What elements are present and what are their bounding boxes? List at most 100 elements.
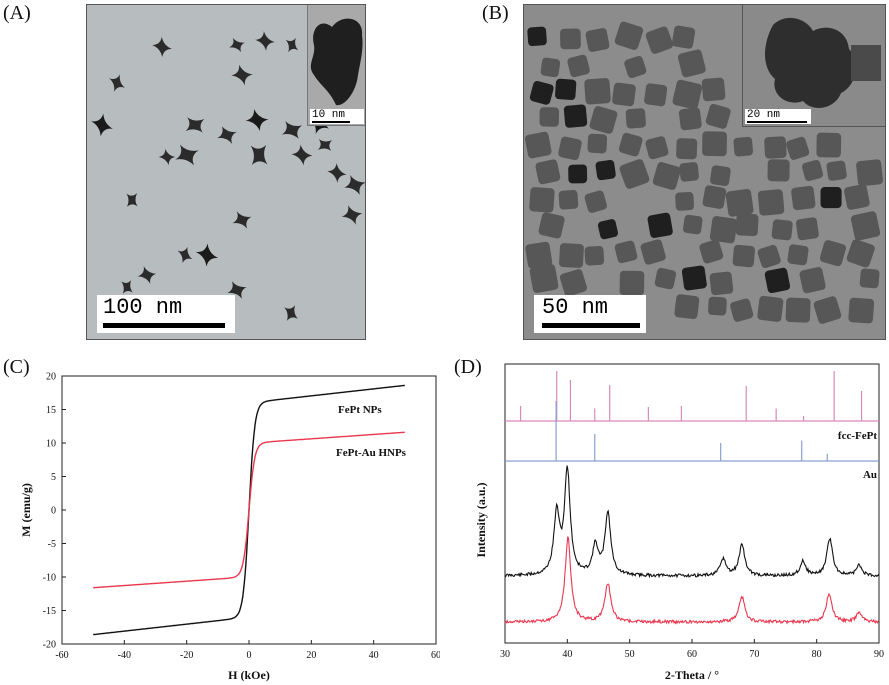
nanoparticle-b [802, 160, 824, 182]
nanoparticle-b [848, 297, 875, 324]
chart-c-ytick-label: 15 [46, 405, 56, 416]
nanoparticle-b [538, 212, 565, 239]
nanoparticle-b [559, 269, 588, 297]
tem-image-b: 20 nm 50 nm [523, 4, 886, 340]
nanoparticle-b [733, 136, 754, 157]
nanoparticle-b [846, 239, 875, 268]
nanoparticle-b [791, 185, 816, 211]
scale-bar-b-label: 50 nm [542, 295, 609, 320]
nanoparticle-b [558, 189, 579, 210]
nanoparticle-b [654, 267, 677, 290]
chart-d-xlabel: 2-Theta / ° [665, 668, 719, 682]
nanoparticle-a [137, 266, 157, 284]
chart-d-ref-fept-label: fcc-FePt [838, 430, 877, 442]
nanoparticle-b [679, 162, 699, 182]
scale-bar-b-line [542, 323, 640, 328]
nanoparticle-a [177, 246, 193, 264]
nanoparticle-b [764, 267, 791, 294]
nanoparticle-a [185, 117, 205, 133]
nanoparticle-b [785, 297, 811, 323]
nanoparticle-a [126, 193, 138, 207]
panel-b-label: (B) [482, 2, 509, 24]
chart-c-series-line-1 [93, 431, 405, 589]
nanoparticle-b [568, 164, 588, 184]
nanoparticle-b [699, 239, 724, 264]
nanoparticle-a [227, 281, 247, 299]
nanoparticle-a [285, 37, 299, 53]
chart-d-frame [504, 363, 880, 644]
chart-d-xtick-label: 70 [749, 649, 759, 660]
nanoparticle-b [560, 28, 581, 50]
chart-c-xtick-label: 60 [431, 650, 440, 661]
inset-a-scale-bar: 10 nm [310, 109, 364, 124]
nanoparticle-a [152, 36, 172, 58]
nanoparticle-b [771, 219, 793, 241]
nanoparticle-b [787, 244, 809, 266]
nanoparticle-b [732, 244, 755, 268]
nanoparticle-b [675, 191, 694, 211]
nanoparticle-b [529, 80, 554, 105]
inset-a-scale-line [312, 121, 350, 123]
nanoparticle-b [676, 138, 698, 160]
nanoparticle-b [786, 136, 810, 160]
nanoparticle-a [175, 144, 199, 166]
nanoparticle-b [535, 159, 561, 185]
nanoparticle-b [559, 243, 584, 268]
scale-bar-a: 100 nm [97, 295, 235, 333]
magnetization-chart: -60 -40 -20 0 20 40 60 20 15 10 5 0 -5 -10 -15 -20 FePt… [19, 372, 440, 683]
chart-d-ref-au-label: Au [863, 469, 877, 481]
nanoparticle-b [683, 214, 703, 235]
nanoparticle-b [645, 26, 674, 54]
nanoparticle-b [702, 131, 727, 157]
nanoparticle-b [539, 107, 560, 127]
xrd-chart: 30 40 50 60 70 80 90 fcc-FePt Au 2-Theta / ° I… [474, 363, 884, 682]
chart-c-ytick-label: -10 [43, 573, 56, 584]
nanoparticle-b [624, 55, 647, 79]
panel-c-label: (C) [3, 356, 30, 378]
nanoparticle-b [813, 296, 842, 324]
nanoparticle-a [341, 205, 363, 225]
scale-bar-b: 50 nm [534, 295, 646, 333]
chart-c-xtick-label: 20 [306, 650, 316, 661]
nanoparticle-b [614, 240, 638, 264]
nanoparticle-b [614, 21, 644, 50]
nanoparticle-a [291, 144, 313, 166]
nanoparticle-a [229, 37, 245, 53]
nanoparticle-b [589, 106, 618, 134]
chart-c-xlabel: H (kOe) [228, 668, 270, 682]
nanoparticle-b [619, 270, 645, 296]
nanoparticle-b [735, 213, 759, 237]
nanoparticle-b [820, 187, 842, 209]
inset-b-scale-label: 20 nm [747, 109, 781, 121]
nanoparticle-b [525, 241, 553, 269]
nanoparticle-b [625, 108, 646, 129]
nanoparticle-a [250, 144, 268, 166]
inset-a-scale-label: 10 nm [312, 109, 346, 121]
inset-a: 10 nm [307, 5, 365, 126]
chart-c-xtick-label: -60 [55, 650, 68, 661]
chart-d-xtick-label: 90 [874, 649, 884, 660]
nanoparticle-b [585, 28, 610, 52]
nanoparticle-b [764, 136, 787, 159]
nanoparticle-b [672, 25, 696, 49]
nanoparticle-a [327, 163, 347, 183]
chart-c-xtick-label: 0 [247, 650, 252, 661]
panel-a-label: (A) [3, 2, 31, 24]
nanoparticle-b [816, 132, 842, 158]
nanoparticle-b [619, 159, 650, 189]
nanoparticle-a [217, 126, 237, 144]
chart-d-ylabel: Intensity (a.u.) [474, 482, 488, 557]
nanoparticle-b [757, 189, 785, 216]
nanoparticle-b [647, 212, 673, 238]
nanoparticle-b [587, 133, 608, 154]
nanoparticle-b [555, 78, 577, 101]
nanoparticle-b [584, 245, 605, 266]
panel-d-label: (D) [454, 356, 482, 378]
chart-c-ticks: -60 -40 -20 0 20 40 60 20 15 10 5 0 -5 -10 -15 -20 [43, 372, 440, 662]
nanoparticle-b [795, 217, 819, 241]
nanoparticle-b [705, 103, 731, 129]
nanoparticle-b [725, 188, 754, 217]
nanoparticle-b [584, 78, 611, 105]
chart-d-xtick-label: 30 [500, 649, 510, 660]
tem-image-a: 10 nm 100 nm [86, 4, 366, 340]
